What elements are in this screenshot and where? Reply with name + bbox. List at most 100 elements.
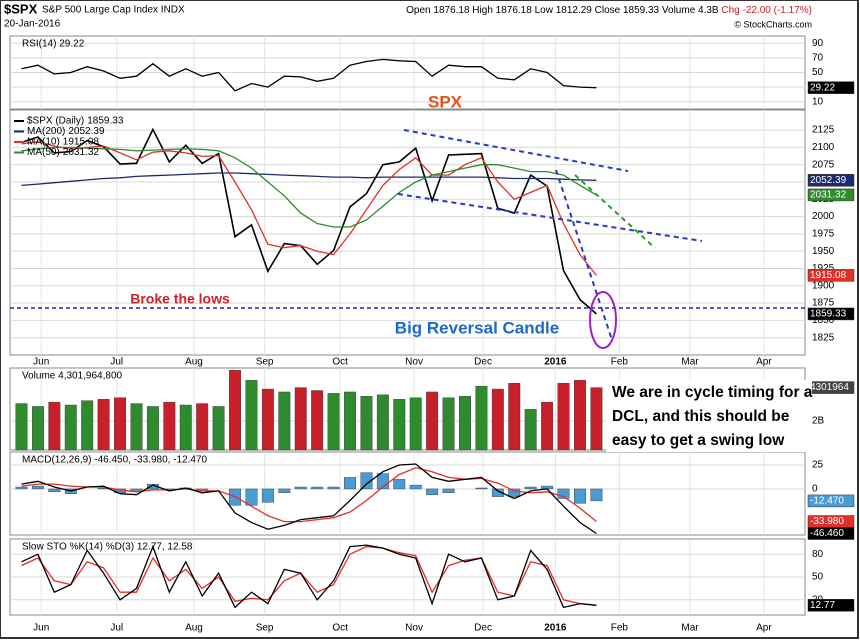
quote-change: Chg -22.00 (-1.17%) [721,5,812,16]
panel-label: Slow STO %K(14) %D(3) 12.77, 12.58 [22,542,193,553]
y-tick-label: 1850 [812,315,835,326]
bar [15,403,28,451]
bar [574,488,586,504]
y-tick-label: 25 [812,460,824,471]
bar [196,403,209,451]
bar [442,397,455,451]
bar [15,486,28,490]
channel-top [403,129,629,172]
green-trend [574,174,656,249]
value-tag: 4301964 [810,382,849,393]
bar [508,383,521,451]
bar [524,486,537,490]
y-tick-label: 2100 [812,142,835,153]
date: 20-Jan-2016 [4,19,61,30]
bar [81,400,94,451]
y-tick-label: 2000 [812,211,835,222]
bar [344,391,356,451]
bar [557,383,570,451]
bar [426,391,439,451]
bar [360,396,373,451]
value-tag-bg [807,81,855,94]
panel-label: MACD(12,26,9) -46.450, -33.980, -12.470 [22,455,208,466]
x-tick-label: Dec [474,357,492,368]
bar [31,406,44,451]
value-tag: -33.980 [810,516,844,527]
value-tag-bg [807,307,855,321]
x-tick-label: Sep [256,357,274,368]
value-tag: -12.470 [810,496,844,507]
note-line: easy to get a swing low [612,432,785,449]
value-tag-bg [807,599,855,612]
bar [64,404,77,451]
x-tick-label: Mar [681,623,699,634]
series-line [21,58,597,92]
legend-label: MA(10) [27,137,60,148]
bar [442,488,455,493]
bar [393,399,406,451]
bar [376,394,389,451]
legend-label: MA(50) [27,147,60,158]
bar [475,487,488,490]
note-line: We are in cycle timing for a [612,384,813,401]
bar [48,401,61,451]
x-tick-label: Jul [110,357,123,368]
panel-label: RSI(14) 29.22 [22,39,85,50]
series-line [21,544,597,609]
x-tick-label: Aug [185,357,203,368]
y-tick-label: 1950 [812,246,835,257]
index-name: S&P 500 Large Cap Index INDX [42,5,185,16]
bar [590,387,603,451]
value-tag-bg [807,269,855,282]
source: © StockCharts.com [734,19,812,29]
y-tick-label: 50 [812,67,824,78]
bar [327,486,340,490]
series-line [21,463,597,535]
y-tick-label: 1925 [812,263,835,274]
y-tick-label: 1975 [812,229,835,240]
bar [245,488,258,506]
x-tick-label: Mar [681,357,699,368]
x-tick-label: Aug [185,623,203,634]
series-line [21,545,597,607]
y-tick-label: 70 [812,53,824,64]
value-tag: 2031.32 [810,190,847,201]
bar [508,488,521,497]
x-tick-label: Jun [33,623,49,634]
bar [163,401,176,451]
bar [245,380,258,451]
panel [9,451,806,536]
x-tick-label: Jul [110,623,123,634]
bar [130,403,143,451]
y-tick-label: 1825 [812,332,835,343]
y-tick-label: 80 [812,549,824,560]
bar [426,488,439,495]
drawings [10,129,805,349]
symbol: $SPX [4,1,38,16]
x-tick-label: Nov [405,357,423,368]
bar [524,409,537,451]
bar [114,397,127,451]
steep-trend [555,169,613,341]
y-tick-label: 2125 [812,125,835,136]
value-tag: 12.77 [810,600,835,611]
y-tick-label: 10 [812,96,824,107]
bar [360,472,373,490]
value-tag: -46.460 [810,528,844,539]
series-line [21,146,597,228]
legend-value: 2031.32 [63,147,100,158]
bar [574,380,586,451]
value-tag: 1859.33 [810,309,847,320]
value-tag-bg [807,527,855,540]
value-tag-bg [807,174,855,187]
bar [344,477,356,490]
note-box [606,380,812,452]
bar [541,401,554,451]
bar [557,488,570,499]
x-tick-label: 2016 [544,623,567,634]
series-line [21,467,597,523]
annotation-reversal: Big Reversal Candle [395,318,559,337]
x-tick-label: Apr [756,623,772,634]
x-tick-label: Jun [33,357,49,368]
bar [590,488,603,502]
